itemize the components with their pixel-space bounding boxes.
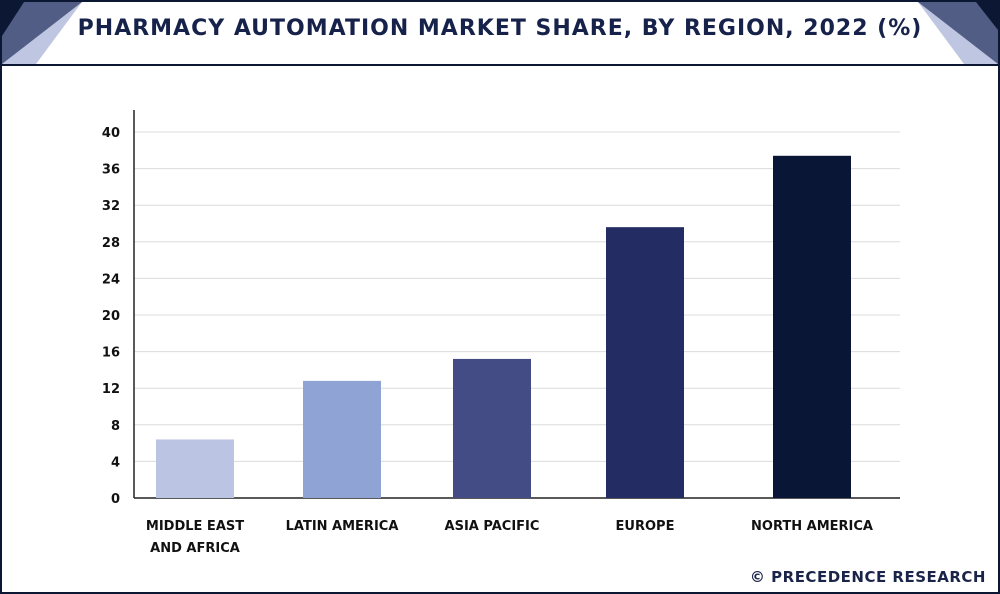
- right-corner-decoration: [918, 2, 998, 64]
- y-tick-label: 24: [102, 272, 120, 287]
- x-category-label: LATIN AMERICA: [286, 519, 399, 534]
- y-tick-label: 40: [102, 126, 120, 141]
- x-category-label: MIDDLE EAST: [146, 519, 244, 534]
- watermark: © PRECEDENCE RESEARCH: [749, 568, 986, 586]
- y-tick-label: 28: [102, 236, 120, 251]
- y-tick-label: 16: [102, 346, 120, 361]
- bar: [606, 227, 684, 498]
- y-tick-label: 32: [102, 199, 120, 214]
- left-corner-decoration: [2, 2, 82, 64]
- x-category-label: ASIA PACIFIC: [445, 519, 540, 534]
- bar: [453, 358, 531, 498]
- bar: [303, 380, 381, 498]
- y-tick-label: 12: [102, 382, 120, 397]
- y-tick-label: 8: [111, 419, 120, 434]
- page-title: PHARMACY AUTOMATION MARKET SHARE, BY REG…: [77, 16, 923, 41]
- y-tick-label: 0: [111, 492, 120, 507]
- x-category-label: NORTH AMERICA: [751, 519, 873, 534]
- bar: [773, 155, 851, 499]
- x-category-label: AND AFRICA: [150, 541, 240, 556]
- y-tick-label: 36: [102, 163, 120, 178]
- x-category-label: EUROPE: [616, 519, 675, 534]
- y-tick-label: 20: [102, 309, 120, 324]
- y-tick-label: 4: [111, 455, 120, 470]
- header-banner: PHARMACY AUTOMATION MARKET SHARE, BY REG…: [2, 2, 998, 66]
- bar: [156, 439, 234, 498]
